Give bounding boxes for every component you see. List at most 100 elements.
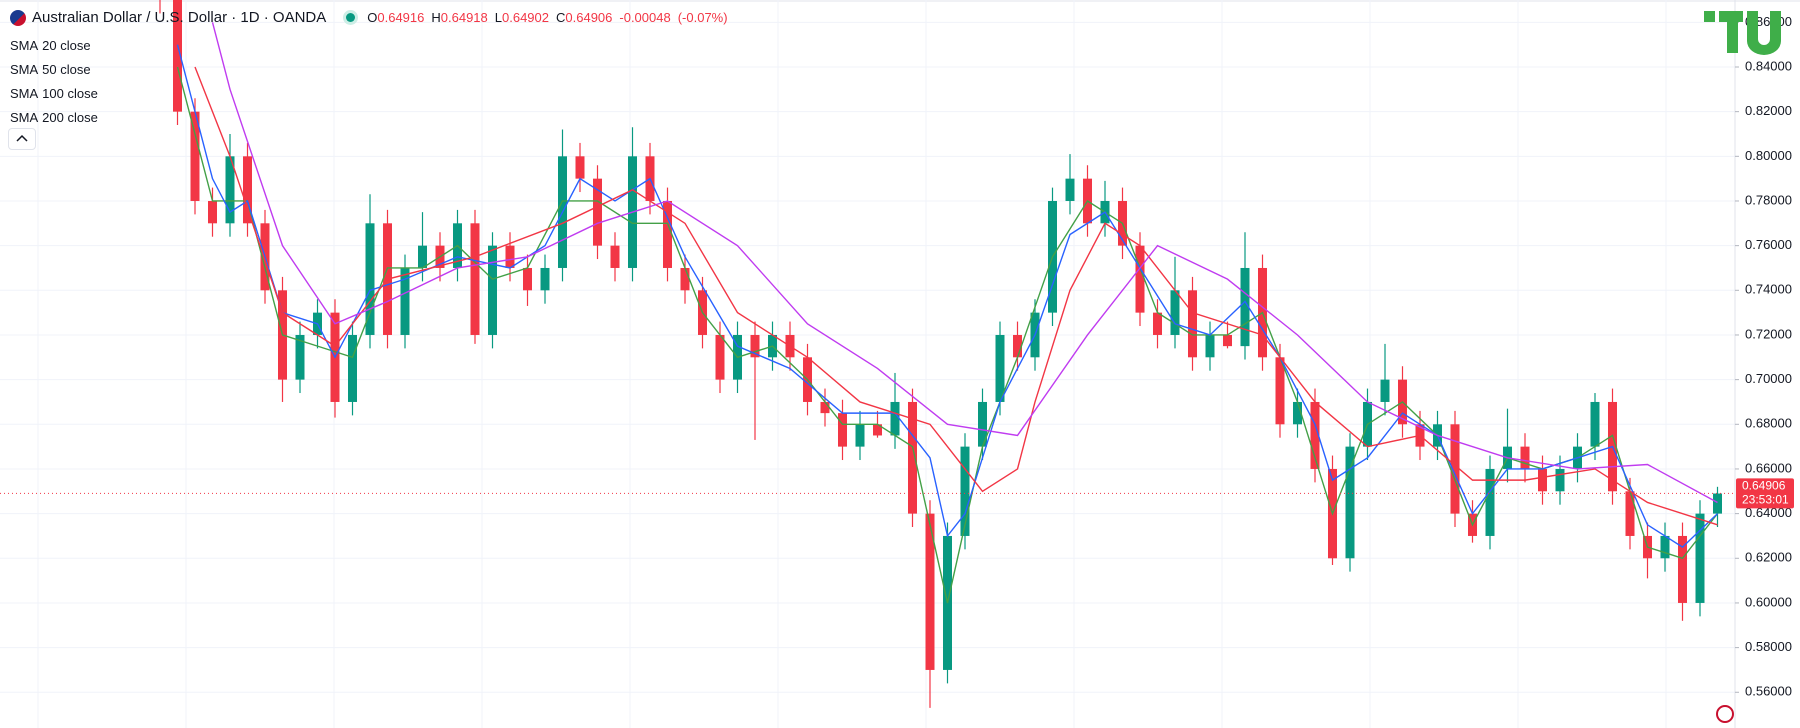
sma-line	[211, 22, 1718, 504]
candle-body	[1240, 267, 1250, 347]
candle-body	[400, 267, 410, 335]
candle-body	[243, 156, 252, 224]
legend-name: SMA	[10, 38, 39, 53]
ohlc-value: 0.64916	[377, 10, 425, 25]
y-tick-label: 0.76000	[1745, 237, 1792, 252]
ohlc-value: 0.64902	[502, 10, 549, 25]
candle-body	[838, 413, 847, 447]
candle-body	[418, 245, 427, 268]
logo-part	[1727, 11, 1738, 53]
candle-body	[348, 334, 357, 402]
candle-body	[488, 245, 497, 335]
candle-body	[1205, 334, 1215, 358]
y-tick-label: 0.68000	[1745, 416, 1792, 431]
candle-body	[995, 334, 1005, 402]
candle-body	[575, 156, 585, 179]
candle-body	[295, 334, 305, 380]
sma-line	[176, 66, 1719, 604]
candle-body	[680, 267, 690, 291]
chevron	[16, 134, 28, 142]
logo-part	[1747, 11, 1781, 55]
legend-name: SMA	[10, 62, 39, 77]
candle-body	[908, 401, 917, 514]
legend-item[interactable]: SMA 200 close	[10, 106, 98, 130]
candle-body	[1293, 401, 1302, 425]
ohlc-item: L0.64902	[495, 10, 549, 25]
y-tick-label: 0.80000	[1745, 148, 1792, 163]
plot	[0, 0, 1735, 708]
candle-body	[1065, 178, 1075, 201]
countdown: 23:53:01	[1742, 493, 1789, 507]
candle-body	[925, 513, 935, 670]
candle-body	[1485, 468, 1495, 536]
candle-body	[610, 245, 620, 268]
candle-body	[1678, 535, 1687, 603]
candle-body	[523, 267, 532, 291]
legend-inputs: 100 close	[42, 86, 98, 101]
logo	[1704, 11, 1781, 55]
candle-body	[470, 223, 480, 335]
price-axis: 0.56000 0.58000 0.60000 0.62000 0.64000 0.660…	[1735, 14, 1794, 699]
y-tick-label: 0.70000	[1745, 371, 1792, 386]
legend-toggle[interactable]	[8, 128, 36, 150]
candle-body	[960, 446, 970, 536]
ohlc-value: 0.64918	[440, 10, 488, 25]
legend-inputs: 20 close	[42, 38, 91, 53]
y-tick-label: 0.56000	[1745, 684, 1792, 699]
market-status	[346, 13, 356, 22]
legend-inputs: 200 close	[42, 110, 98, 125]
candle-body	[540, 267, 550, 291]
candle-body	[890, 401, 900, 436]
y-tick-label: 0.84000	[1745, 58, 1792, 73]
candle-body	[1013, 334, 1022, 358]
y-tick-label: 0.72000	[1745, 326, 1792, 341]
ohlc-key: C	[556, 10, 566, 25]
candle-body	[593, 178, 602, 246]
candle-body	[365, 223, 375, 335]
candle-body	[1695, 513, 1705, 603]
candle-body	[1590, 401, 1600, 447]
y-tick-label: 0.66000	[1745, 460, 1792, 475]
change: -0.00048	[619, 10, 671, 25]
indicator-legend: SMA 20 close SMA 50 close SMA 100 close SMA 200…	[10, 34, 98, 130]
candle-body	[1555, 468, 1565, 492]
candle-body	[173, 0, 182, 112]
legend-item[interactable]: SMA 100 close	[10, 82, 98, 106]
candle-body	[1713, 493, 1722, 514]
candle-body	[820, 401, 830, 414]
candle-body	[873, 424, 882, 436]
currency-flag	[1716, 705, 1734, 723]
candle-body	[208, 200, 217, 224]
ohlc: O0.64916 H0.64918 L0.64902 C0.64906 -0.0…	[367, 10, 727, 25]
sma-line	[194, 66, 1718, 526]
candle-body	[1345, 446, 1355, 559]
candle-body	[1538, 468, 1547, 492]
y-tick-label: 0.60000	[1745, 594, 1792, 609]
last-price-label: 0.64906	[1742, 479, 1786, 493]
legend-item[interactable]: SMA 50 close	[10, 58, 98, 82]
candle-body	[190, 111, 200, 201]
candle-body	[1223, 334, 1232, 347]
candle-body	[1310, 401, 1320, 469]
symbol-title[interactable]: Australian Dollar / U.S. Dollar · 1D · O…	[32, 9, 327, 26]
ohlc-item: O0.64916	[367, 10, 424, 25]
change-percent: (-0.07%)	[677, 10, 728, 25]
ohlc-key: L	[494, 10, 502, 25]
candle-body	[1520, 446, 1530, 469]
candle-body	[505, 245, 515, 268]
candle-body	[1170, 290, 1180, 335]
ohlc-key: H	[431, 10, 441, 25]
ohlc-value: 0.64906	[565, 10, 613, 25]
candle-body	[1450, 424, 1460, 514]
candle-body	[663, 200, 672, 268]
candle-body	[1625, 491, 1635, 536]
last-price-box	[1736, 478, 1794, 509]
candle-body	[715, 334, 725, 380]
candle-body	[750, 334, 760, 358]
y-tick-label: 0.82000	[1745, 103, 1792, 118]
candle-body	[225, 156, 235, 224]
legend-item[interactable]: SMA 20 close	[10, 34, 98, 58]
